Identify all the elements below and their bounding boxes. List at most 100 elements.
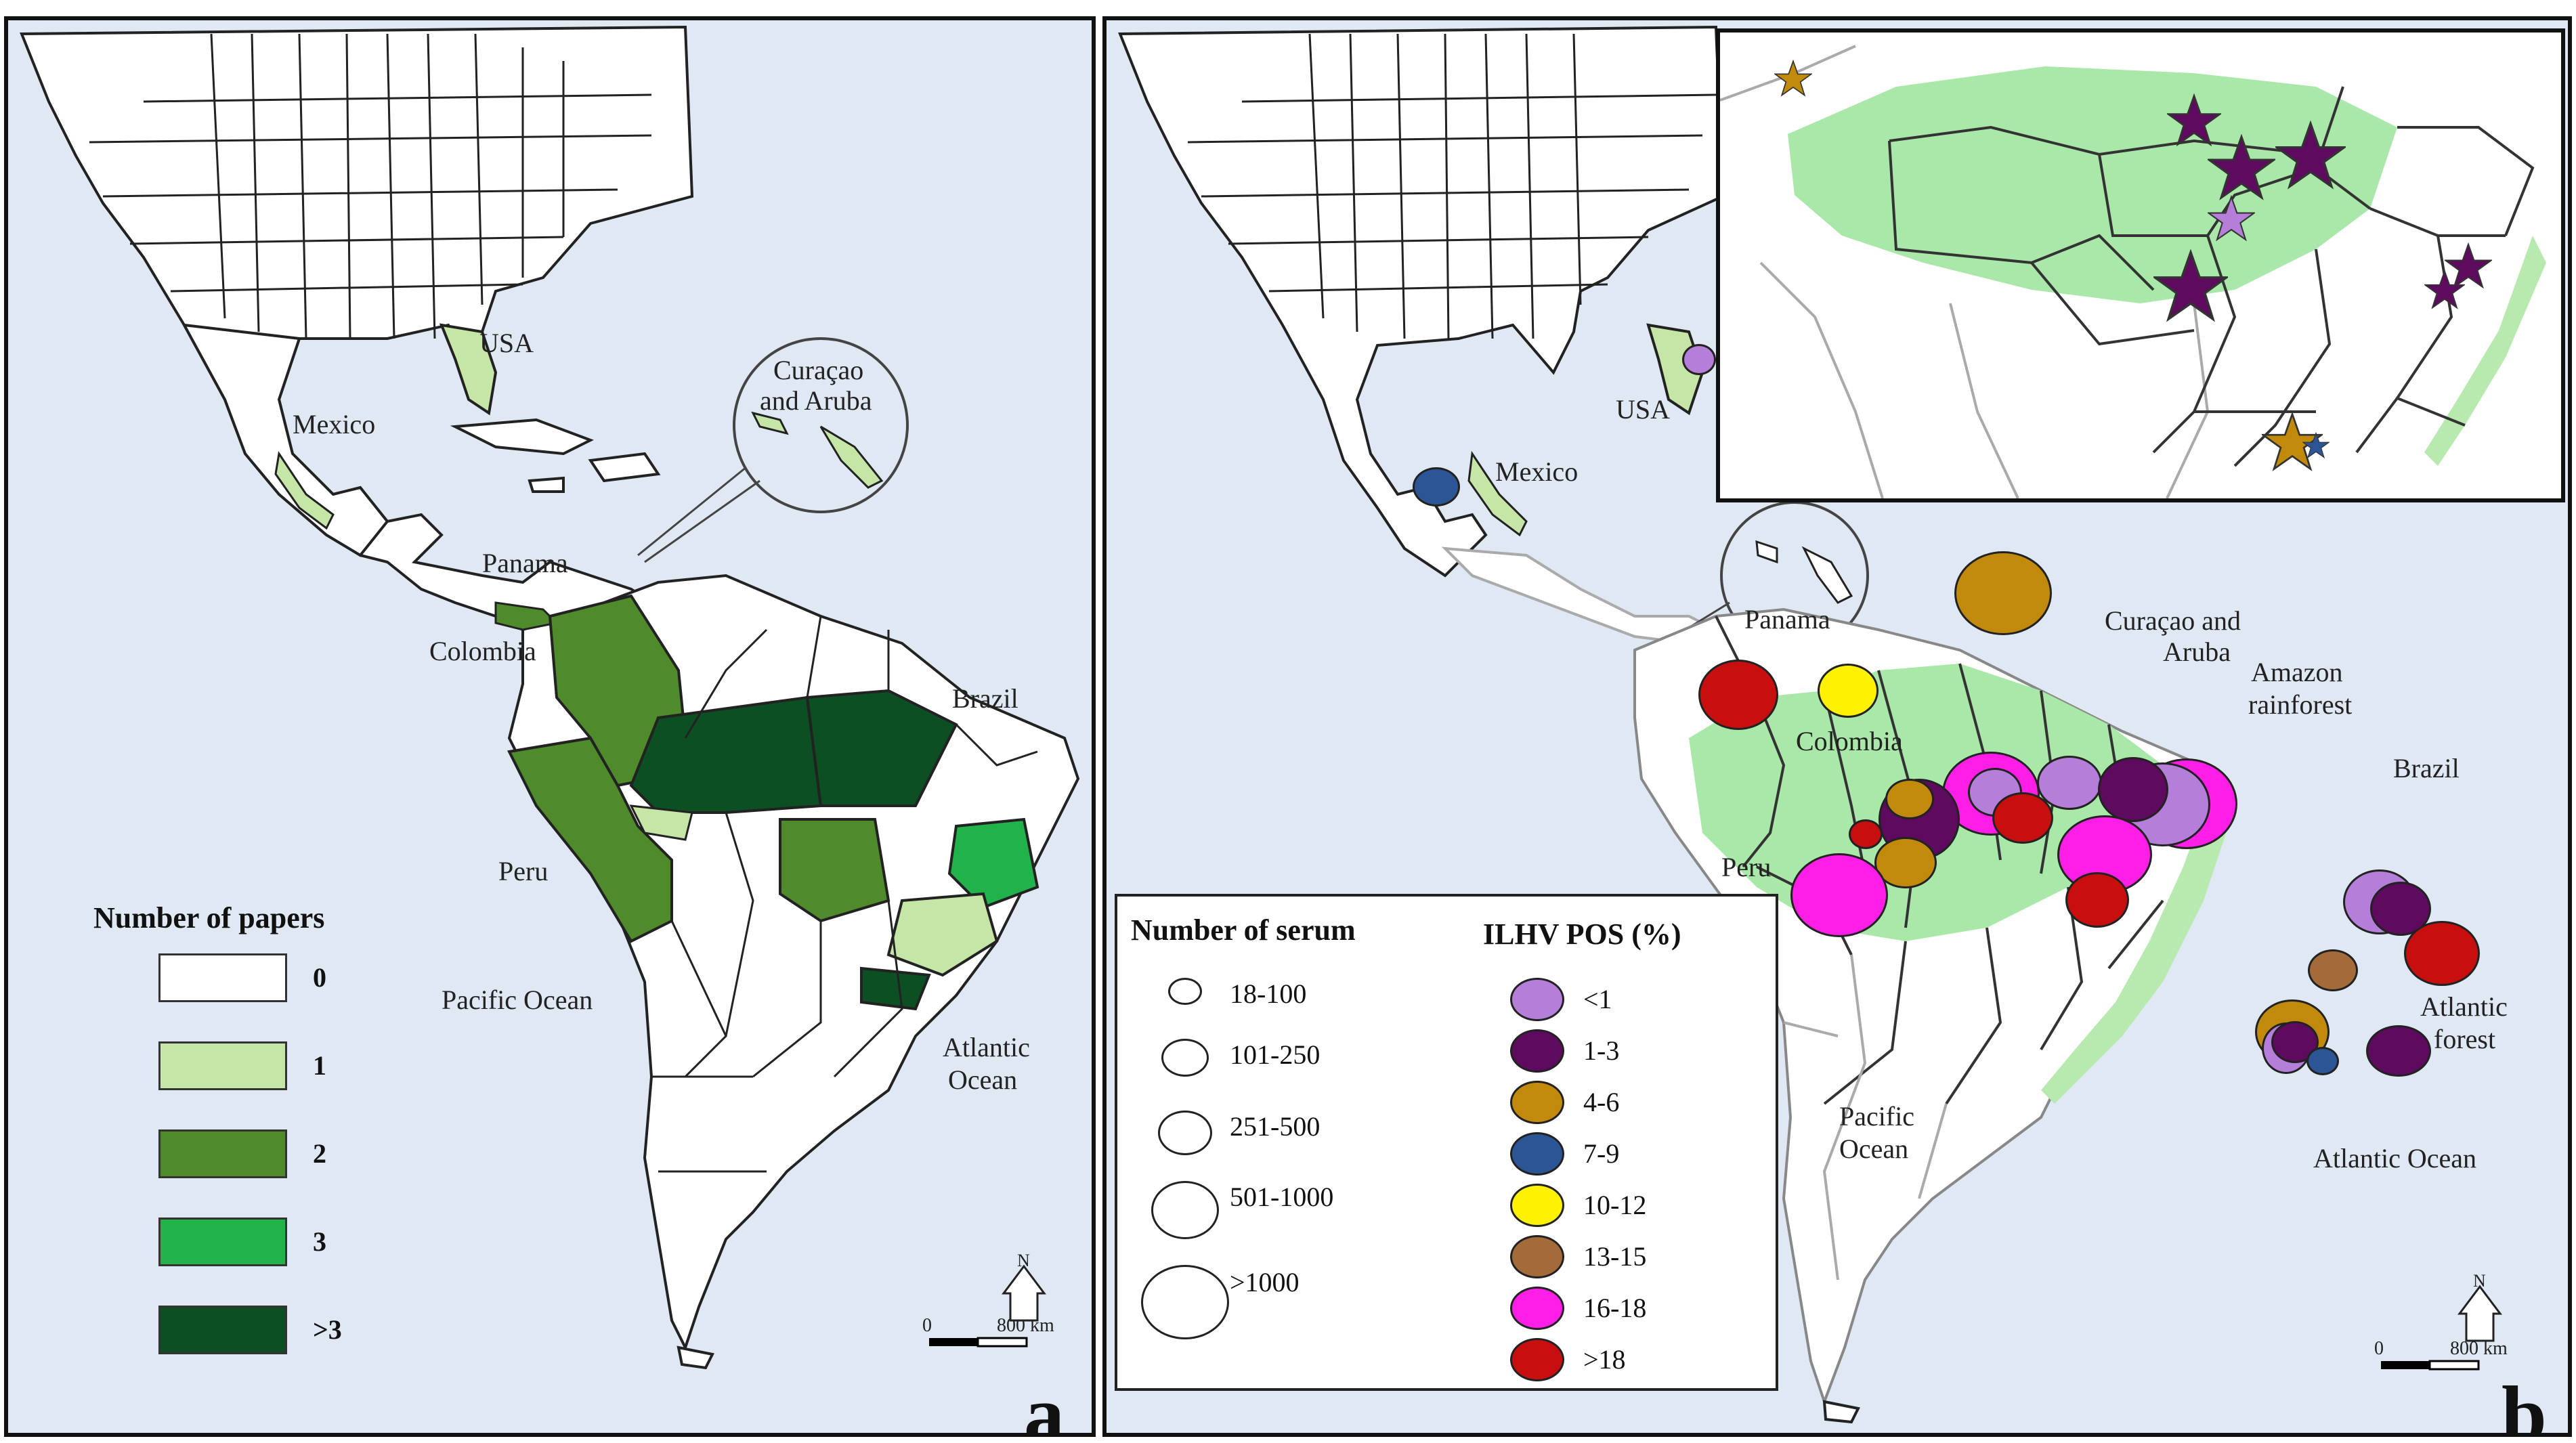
us-state-borders bbox=[89, 33, 652, 339]
legend-pos-label: 7-9 bbox=[1583, 1138, 1620, 1169]
inset-atlantic-forest bbox=[2424, 236, 2546, 466]
legend-serum-ring bbox=[1168, 978, 1202, 1005]
legend-pos-label: 10-12 bbox=[1583, 1190, 1647, 1220]
florida bbox=[439, 323, 498, 416]
star-marker-icon bbox=[2208, 134, 2275, 200]
star-marker-icon bbox=[2302, 432, 2330, 459]
marker-peru bbox=[1790, 853, 1888, 937]
mexico-gulf-coast bbox=[274, 451, 335, 530]
curacao-zoom-circle bbox=[733, 337, 909, 513]
star-marker-icon bbox=[1774, 60, 1812, 97]
north-label-b: N bbox=[2473, 1271, 2486, 1291]
curacao-island-b bbox=[1755, 540, 1778, 564]
legend-pos-dot bbox=[1510, 1132, 1564, 1176]
legend-pos-label: 13-15 bbox=[1583, 1241, 1647, 1272]
legend-serum-ring bbox=[1158, 1111, 1212, 1155]
mexico-gulf-coast-b bbox=[1467, 450, 1528, 537]
label-colombia-b: Colombia bbox=[1796, 726, 1903, 756]
legend-a-swatch bbox=[158, 1041, 287, 1090]
north-arrow-icon-b bbox=[2457, 1285, 2502, 1342]
central-america bbox=[1441, 546, 1719, 645]
label-peru-b: Peru bbox=[1721, 852, 1771, 882]
legend-a-swatch bbox=[158, 1306, 287, 1354]
tierra-del-fuego bbox=[677, 1345, 714, 1370]
marker-southeast-1 bbox=[2308, 949, 2358, 991]
panel-letter-a: a bbox=[1024, 1369, 1065, 1437]
curacao-island bbox=[751, 411, 789, 435]
aruba-island-b bbox=[1801, 546, 1853, 604]
star-marker-icon bbox=[2262, 412, 2323, 471]
marker-northeast-3 bbox=[2404, 921, 2480, 986]
panel-b-map: USA Mexico Panama Curaçao and Aruba Amaz… bbox=[1102, 16, 2572, 1437]
brazil-para bbox=[805, 689, 958, 807]
marker-southeast-6 bbox=[2366, 1025, 2431, 1077]
legend-pos-dot bbox=[1510, 1287, 1564, 1330]
legend-pos-label: 16-18 bbox=[1583, 1293, 1647, 1323]
star-marker-icon bbox=[2275, 121, 2346, 190]
legend-pos-label: 1-3 bbox=[1583, 1035, 1620, 1066]
marker-southeast-5 bbox=[2306, 1047, 2339, 1075]
legend-a-label: 2 bbox=[313, 1138, 326, 1169]
scale-zero-b: 0 bbox=[2374, 1338, 2384, 1359]
legend-a-swatch bbox=[158, 1218, 287, 1266]
legend-serum-ring bbox=[1151, 1181, 1219, 1239]
marker-curacao bbox=[1954, 551, 2052, 635]
marker-amazon-10 bbox=[1874, 837, 1937, 888]
brazil-minas-gerais bbox=[886, 892, 999, 977]
label-usa: USA bbox=[479, 328, 534, 358]
legend-serum-label: 18-100 bbox=[1230, 978, 1307, 1009]
label-brazil-b: Brazil bbox=[2393, 753, 2460, 783]
legend-serum-title: Number of serum bbox=[1131, 913, 1356, 947]
label-curacao-b-1: Curaçao and bbox=[2105, 605, 2241, 636]
legend-pos-dot bbox=[1510, 1029, 1564, 1073]
peru bbox=[507, 736, 673, 943]
marker-amazon-12 bbox=[2065, 872, 2129, 928]
zoom-connector bbox=[637, 466, 760, 563]
label-mexico-b: Mexico bbox=[1495, 456, 1578, 487]
label-curacao-2: and Aruba bbox=[760, 385, 872, 416]
legend-serum-ring bbox=[1141, 1265, 1229, 1339]
southern-cone-borders bbox=[1783, 954, 1948, 1280]
legend-serum-label: 251-500 bbox=[1230, 1111, 1321, 1142]
legend-serum-label: 101-250 bbox=[1230, 1039, 1321, 1070]
legend-serum-label: >1000 bbox=[1230, 1267, 1300, 1297]
inset-svg bbox=[1720, 33, 2561, 498]
legend-pos-dot bbox=[1510, 1338, 1564, 1381]
label-atlantic-forest-2: forest bbox=[2434, 1024, 2495, 1054]
label-atlantic-ocean-b: Atlantic Ocean bbox=[2313, 1143, 2476, 1173]
scale-bar-a bbox=[929, 1337, 1028, 1348]
legend-a-label: >3 bbox=[313, 1314, 342, 1345]
star-marker-icon bbox=[2424, 270, 2465, 309]
brazil-acre bbox=[629, 804, 693, 841]
label-amazon-2: rainforest bbox=[2248, 689, 2352, 720]
us-state-borders-b bbox=[1187, 33, 1717, 339]
legend-pos-dot bbox=[1510, 1081, 1564, 1124]
scale-zero-a: 0 bbox=[922, 1315, 932, 1336]
legend-pos-title: ILHV POS (%) bbox=[1483, 918, 1681, 951]
north-label-a: N bbox=[1017, 1251, 1030, 1270]
jamaica bbox=[528, 476, 565, 493]
atlantic-forest-region bbox=[2041, 792, 2231, 1104]
legend-a-label: 0 bbox=[313, 962, 326, 993]
label-colombia: Colombia bbox=[429, 636, 536, 666]
label-panama-b: Panama bbox=[1744, 604, 1830, 634]
label-atlantic-forest-1: Atlantic bbox=[2420, 991, 2508, 1022]
legend-a-label: 1 bbox=[313, 1050, 326, 1081]
label-pacific-b-2: Ocean bbox=[1839, 1134, 1908, 1164]
label-brazil: Brazil bbox=[952, 683, 1018, 714]
panama bbox=[494, 601, 559, 631]
brazil-mato-grosso bbox=[779, 818, 890, 923]
legend-pos-dot bbox=[1510, 1235, 1564, 1278]
tierra-del-fuego-b bbox=[1822, 1400, 1860, 1424]
star-marker-icon bbox=[2445, 242, 2492, 289]
hispaniola bbox=[588, 452, 661, 483]
marker-peru-small bbox=[1849, 819, 1883, 849]
legend-a-swatch bbox=[158, 1129, 287, 1178]
legend-a-title: Number of papers bbox=[93, 901, 325, 934]
marker-amazon-3 bbox=[2037, 756, 2102, 810]
label-atlantic-2: Ocean bbox=[948, 1064, 1017, 1095]
label-curacao: Curaçao bbox=[773, 355, 863, 385]
marker-usa bbox=[1682, 344, 1716, 375]
marker-mexico bbox=[1413, 467, 1460, 507]
marker-colombia bbox=[1818, 664, 1879, 718]
